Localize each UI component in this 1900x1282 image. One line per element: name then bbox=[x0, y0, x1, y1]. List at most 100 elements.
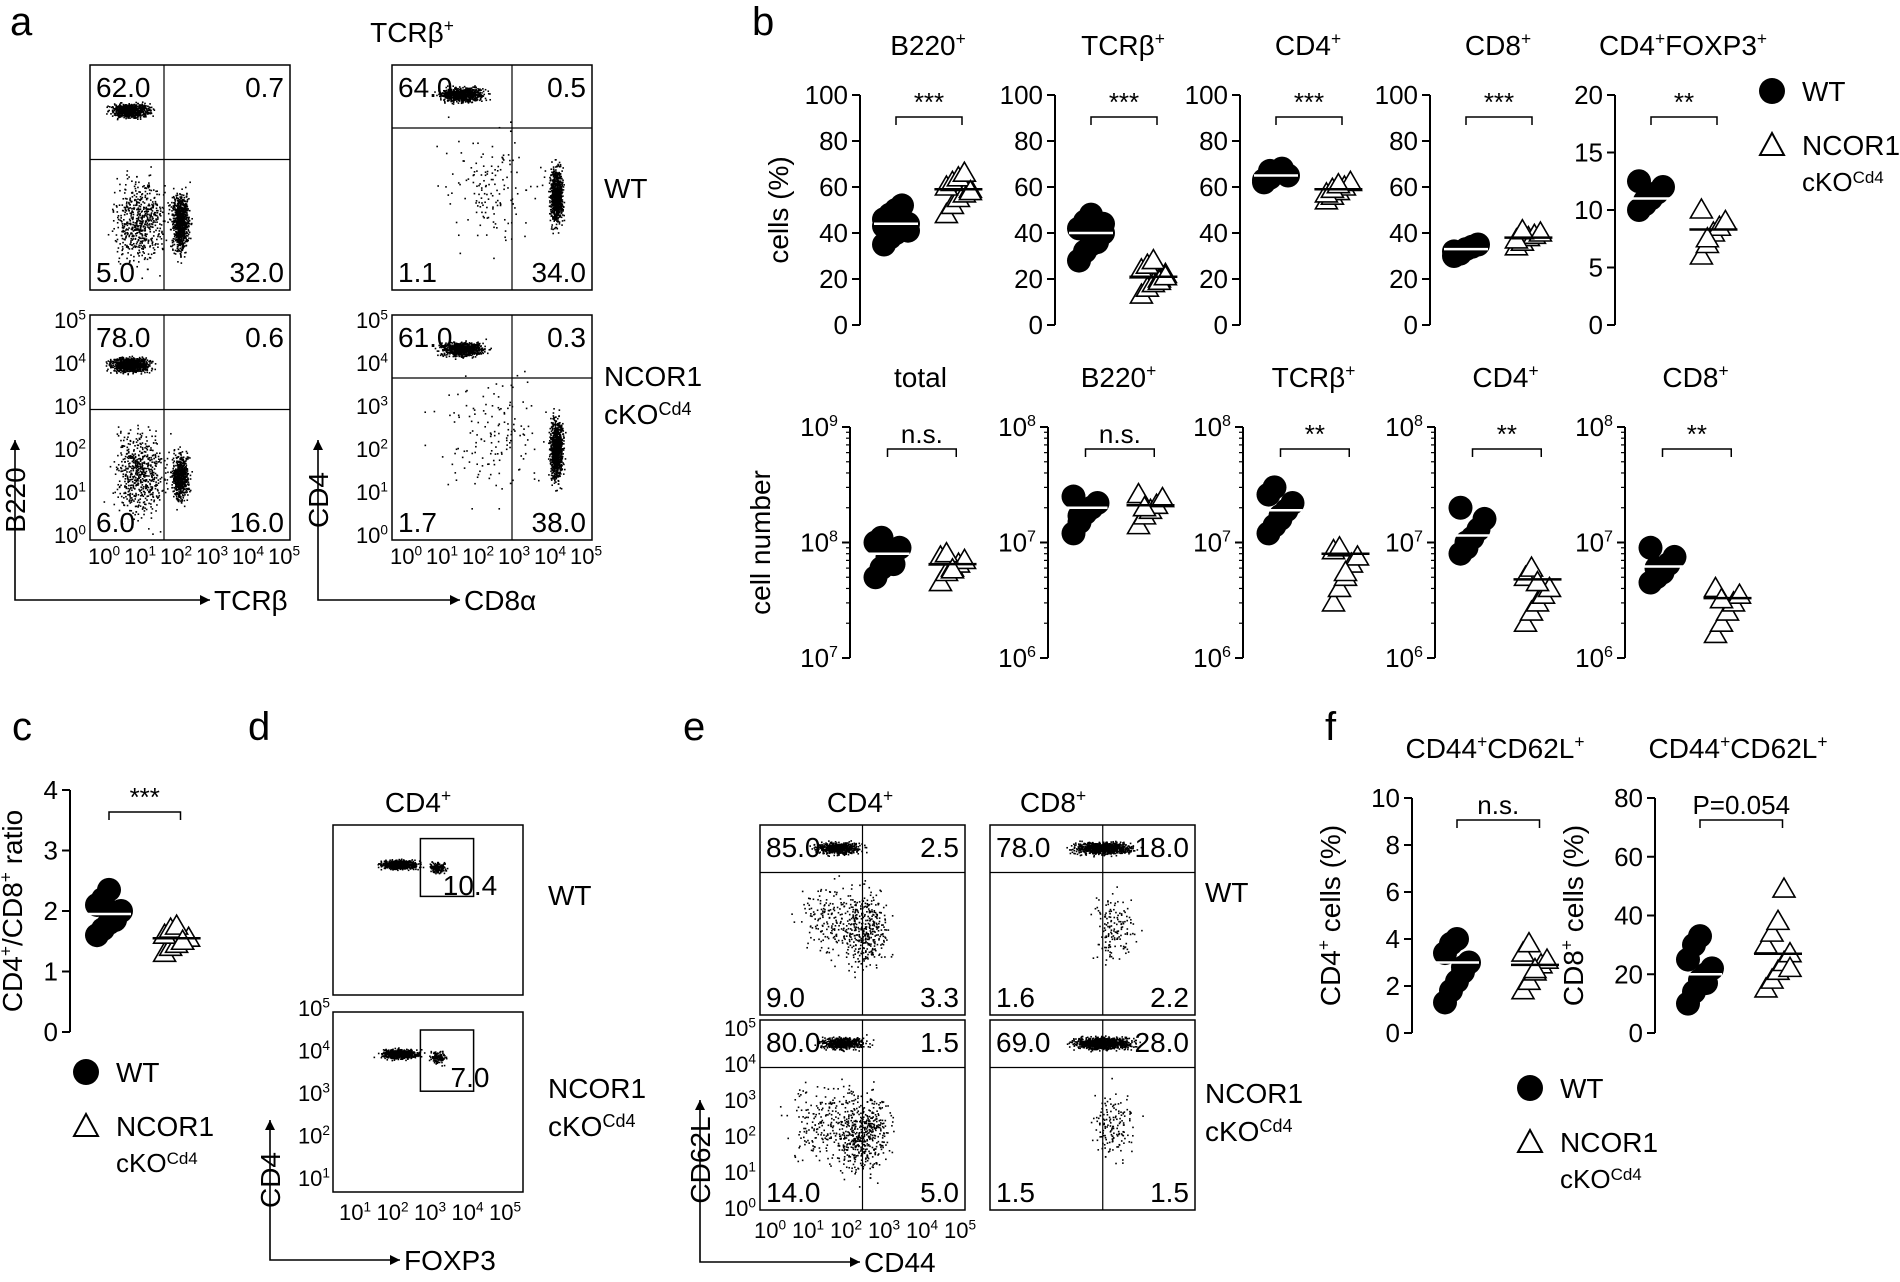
event-dot bbox=[129, 509, 131, 512]
event-dot bbox=[184, 488, 186, 490]
event-dot bbox=[115, 365, 118, 367]
event-dot bbox=[458, 88, 461, 91]
event-dot bbox=[144, 507, 146, 509]
event-dot bbox=[130, 364, 133, 367]
event-dot bbox=[139, 480, 142, 482]
event-dot bbox=[132, 230, 135, 232]
event-dot bbox=[136, 232, 138, 235]
event-dot bbox=[181, 451, 184, 453]
event-dot bbox=[140, 104, 142, 107]
event-dot bbox=[132, 476, 135, 478]
event-dot bbox=[141, 467, 143, 470]
event-dot bbox=[185, 467, 188, 470]
event-dot bbox=[153, 500, 155, 503]
event-dot bbox=[129, 197, 132, 200]
event-dot bbox=[132, 372, 135, 374]
flow-a-col1-ylabel: B220 bbox=[0, 467, 31, 532]
event-dot bbox=[179, 486, 182, 489]
event-dot bbox=[183, 220, 186, 222]
event-dot bbox=[183, 474, 185, 476]
event-dot bbox=[126, 359, 129, 361]
event-dot bbox=[135, 104, 138, 107]
event-dot bbox=[139, 368, 142, 370]
event-dot bbox=[145, 483, 147, 486]
event-dot bbox=[173, 206, 175, 209]
event-dot bbox=[140, 108, 143, 110]
event-dot bbox=[177, 241, 179, 243]
event-dot bbox=[180, 497, 182, 500]
event-dot bbox=[115, 108, 118, 111]
event-dot bbox=[131, 493, 134, 495]
event-dot bbox=[176, 456, 179, 458]
event-dot bbox=[438, 93, 440, 96]
event-dot bbox=[184, 469, 187, 471]
event-dot bbox=[145, 486, 147, 489]
event-dot bbox=[158, 230, 161, 232]
event-dot bbox=[179, 234, 182, 237]
event-dot bbox=[146, 445, 149, 448]
event-dot bbox=[113, 109, 116, 112]
event-dot bbox=[181, 500, 183, 502]
event-dot bbox=[139, 191, 141, 193]
event-dot bbox=[455, 87, 458, 90]
event-dot bbox=[130, 369, 132, 371]
event-dot bbox=[117, 214, 120, 217]
event-dot bbox=[135, 362, 138, 365]
event-dot bbox=[179, 462, 182, 465]
event-dot bbox=[445, 89, 448, 92]
event-dot bbox=[117, 260, 120, 263]
event-dot bbox=[121, 357, 124, 359]
event-dot bbox=[186, 226, 189, 229]
event-dot bbox=[184, 226, 187, 229]
event-dot bbox=[119, 112, 122, 115]
event-dot bbox=[149, 219, 152, 221]
event-dot bbox=[184, 223, 186, 225]
event-dot bbox=[137, 246, 139, 248]
event-dot bbox=[128, 471, 131, 473]
event-dot bbox=[147, 110, 149, 112]
event-dot bbox=[122, 363, 125, 366]
event-dot bbox=[117, 483, 120, 486]
event-dot bbox=[117, 105, 120, 107]
event-dot bbox=[132, 368, 134, 371]
event-dot bbox=[136, 464, 139, 466]
event-dot bbox=[118, 366, 120, 369]
event-dot bbox=[110, 364, 112, 366]
event-dot bbox=[179, 253, 182, 255]
event-dot bbox=[177, 499, 180, 501]
event-dot bbox=[155, 485, 157, 487]
event-dot bbox=[175, 461, 178, 464]
event-dot bbox=[181, 199, 184, 202]
event-dot bbox=[178, 235, 181, 238]
event-dot bbox=[148, 185, 151, 188]
event-dot bbox=[134, 246, 137, 249]
event-dot bbox=[129, 502, 132, 504]
event-dot bbox=[115, 114, 118, 116]
event-dot bbox=[149, 429, 151, 432]
event-dot bbox=[171, 481, 174, 483]
event-dot bbox=[184, 213, 187, 216]
event-dot bbox=[106, 113, 108, 115]
event-dot bbox=[145, 463, 148, 465]
event-dot bbox=[141, 478, 144, 480]
event-dot bbox=[149, 245, 152, 247]
event-dot bbox=[144, 371, 146, 374]
event-dot bbox=[143, 362, 146, 364]
event-dot bbox=[141, 224, 143, 226]
flow-a-col1-arrow-right bbox=[200, 595, 210, 605]
event-dot bbox=[178, 205, 181, 208]
event-dot bbox=[441, 94, 444, 97]
event-dot bbox=[131, 453, 134, 455]
event-dot bbox=[176, 231, 179, 234]
event-dot bbox=[141, 214, 144, 217]
event-dot bbox=[157, 489, 159, 492]
flow-a-tcrb-xtick-tick: 101 bbox=[124, 544, 156, 569]
event-dot bbox=[145, 357, 148, 359]
event-dot bbox=[144, 221, 147, 224]
event-dot bbox=[179, 247, 182, 250]
event-dot bbox=[452, 103, 455, 105]
event-dot bbox=[139, 226, 142, 229]
event-dot bbox=[147, 481, 150, 483]
event-dot bbox=[182, 224, 185, 227]
event-dot bbox=[171, 475, 173, 477]
